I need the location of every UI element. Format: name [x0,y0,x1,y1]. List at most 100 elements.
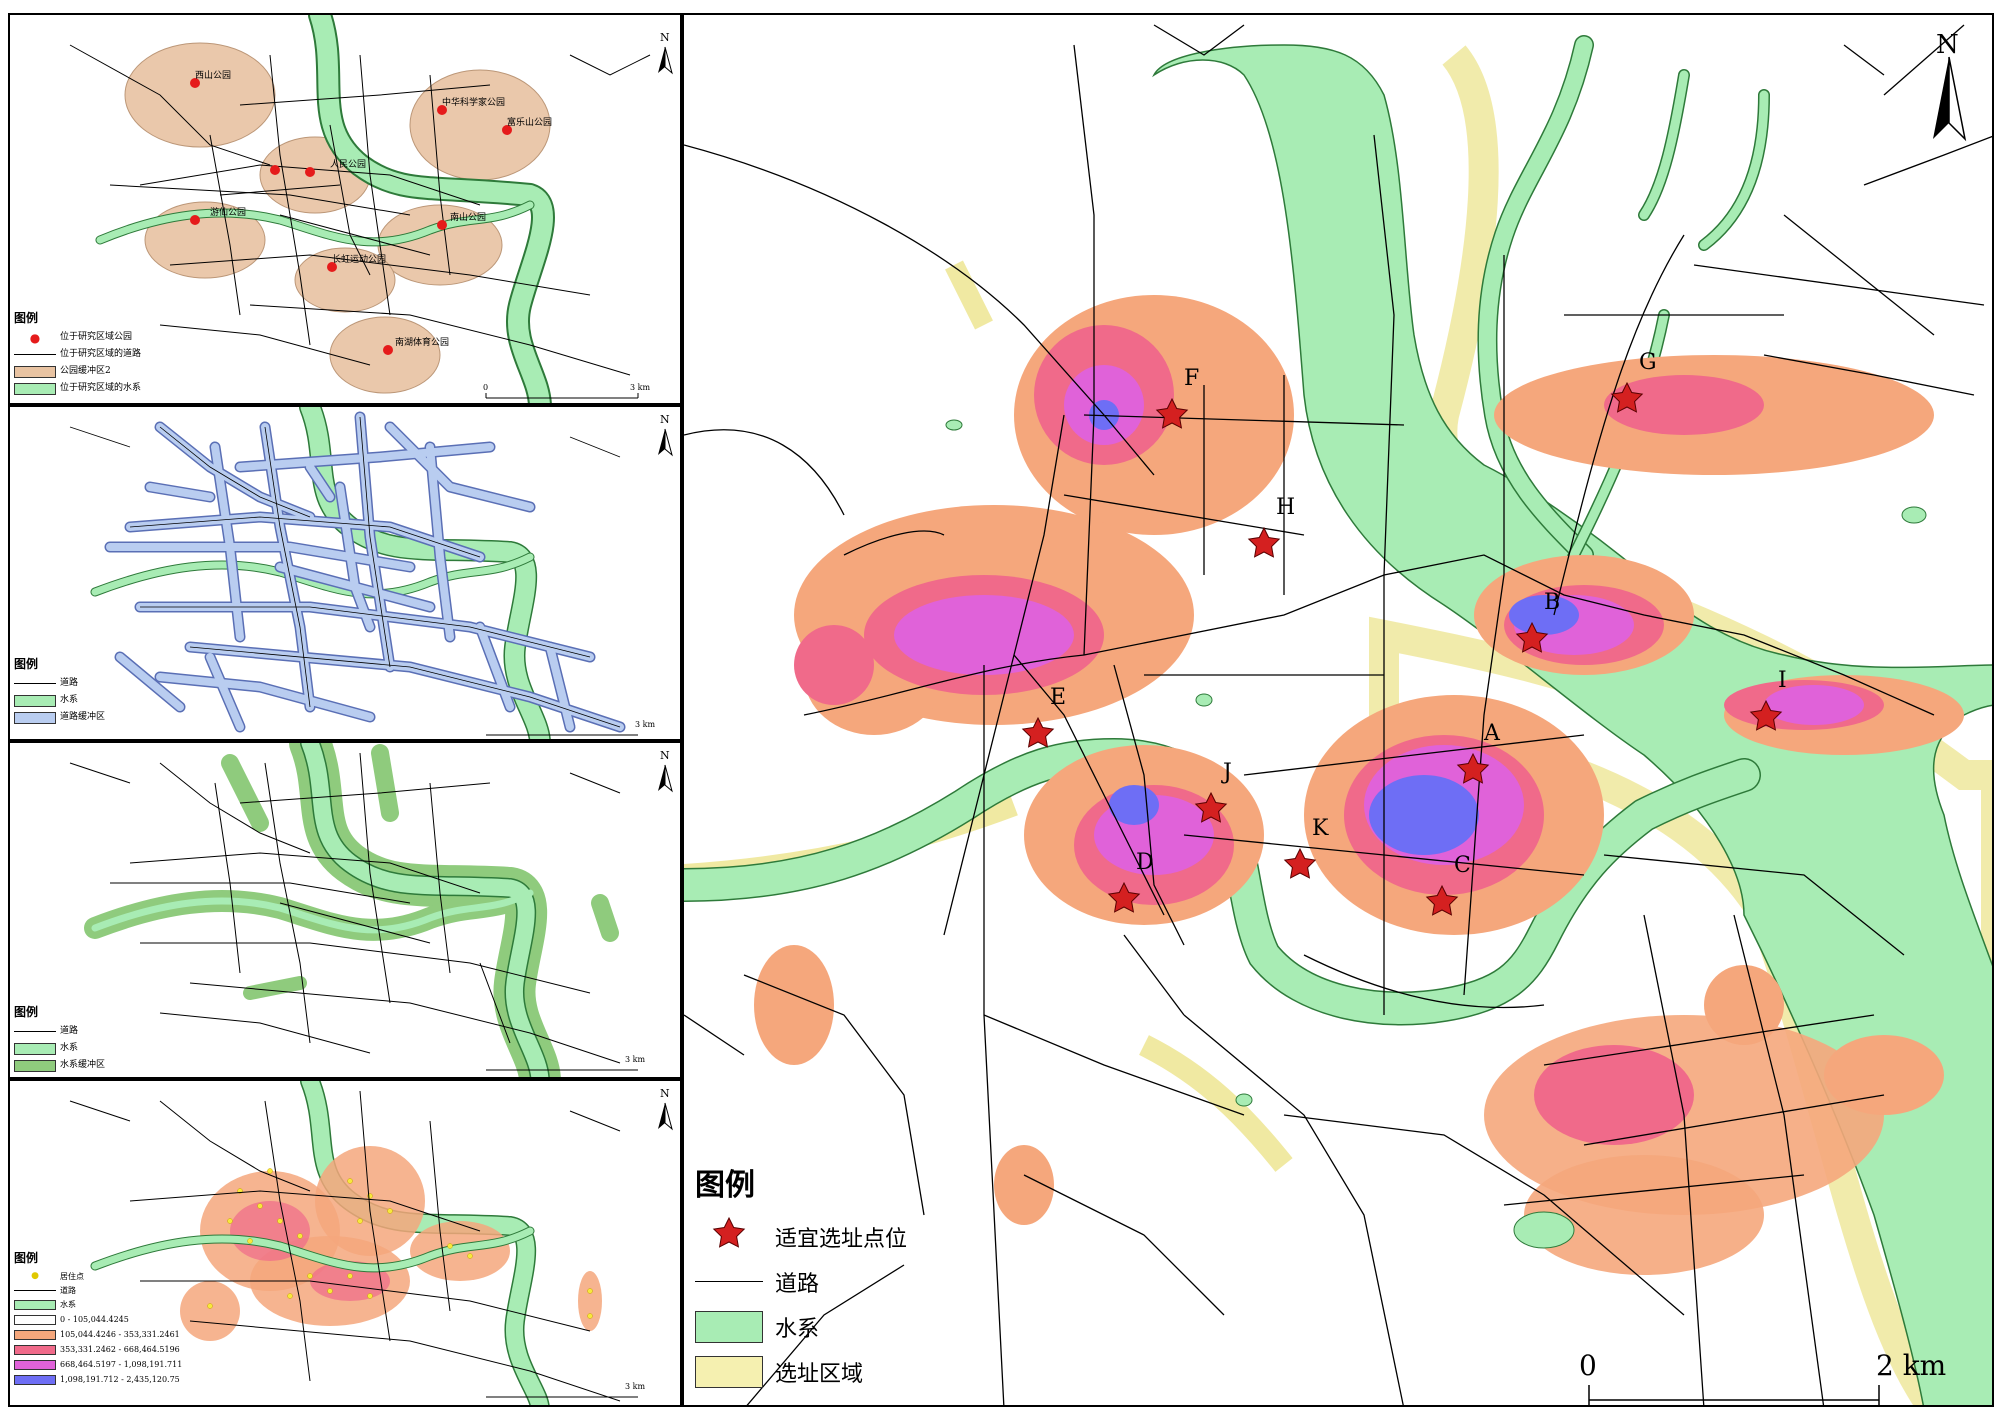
site-label-f: F [1184,366,1199,391]
legend-title: 图例 [695,1168,755,1203]
legend-item: ● 居住点 [31,1270,84,1281]
park-name-label: 富乐山公园 [507,116,552,128]
legend-item: 位于研究区域的道路 [14,346,141,363]
svg-text:3 km: 3 km [625,1055,645,1064]
svg-text:N: N [660,413,670,426]
legend-item: 水系 [14,1297,182,1312]
legend-item: 道路 [695,1259,907,1304]
site-label-a: A [1483,721,1501,746]
star-icon [695,1216,763,1257]
site-star-f [1155,397,1189,429]
scale-bar: 3 km [486,1382,645,1398]
park-points [190,78,512,355]
scale-bar: 0 3 km [483,383,650,399]
resident-points [207,1168,593,1319]
north-arrow: N [658,749,673,793]
park-name-label: 中华科学家公园 [442,96,505,108]
legend-item: 道路 [14,1283,182,1297]
park-map-legend: 图例 ● 位于研究区域公园 位于研究区域的道路 公园缓冲区2 位于研究区域的水系 [14,311,141,397]
park-name-label: 南湖体育公园 [395,336,449,348]
site-star-c [1425,884,1459,916]
roads [69,1090,621,1402]
north-arrow: N [658,1087,673,1131]
legend-item: 道路 [14,675,105,692]
legend-item: ● 位于研究区域公园 [29,330,133,345]
svg-text:N: N [660,749,670,762]
site-label-k: K [1312,816,1329,841]
site-label-b: B [1544,590,1560,615]
site-label-i: I [1778,668,1787,693]
site-star-a [1456,752,1490,784]
scale-bar: 3 km [486,720,655,736]
svg-text:N: N [1936,30,1959,60]
site-label-c: C [1454,853,1471,878]
roads [69,44,651,376]
legend-item: 适宜选址点位 [695,1214,907,1259]
park-name-label: 长虹运动公园 [332,253,386,265]
north-arrow: N [658,31,673,75]
site-labels: A B C D E F G H I J K [1050,350,1787,878]
legend-item: 0 - 105,044.4245 [14,1312,182,1327]
scale-bar: 0 2 km [1579,1349,1946,1405]
park-name-label: 人民公园 [330,159,366,170]
population-map-legend: 图例 ● 居住点 道路 水系 0 - 105,044.4245 105,044.4… [14,1251,182,1387]
northeast-river [1477,35,1770,581]
svg-text:N: N [660,31,670,44]
legend-item: 道路 [14,1023,105,1040]
legend-item: 选址区域 [695,1349,907,1394]
legend-item: 668,464.5197 - 1,098,191.711 [14,1357,182,1372]
site-label-g: G [1639,350,1657,375]
population-density-map: N 3 km [69,1081,673,1405]
north-arrow: N [658,413,673,457]
roads [684,24,1992,1405]
road-buffer-map: N 3 km [69,407,673,739]
park-name-label: 西山公园 [195,70,231,81]
site-label-h: H [1276,495,1295,520]
legend-item: 水系缓冲区 [14,1057,105,1074]
legend-item: 105,044.4246 - 353,331.2461 [14,1327,182,1342]
legend-title: 图例 [14,1005,39,1019]
legend-title: 图例 [14,1251,39,1265]
legend-item: 1,098,191.712 - 2,435,120.75 [14,1372,182,1387]
site-star-j [1194,791,1228,823]
site-star-g [1610,381,1644,413]
svg-text:2 km: 2 km [1876,1349,1946,1382]
site-label-d: D [1136,850,1154,875]
site-star-i [1749,699,1783,731]
north-arrow: N [1933,30,1967,142]
road-buffer-map-panel: N 3 km 图例 道路 水系 道路缓冲区 [8,405,682,741]
site-label-e: E [1050,685,1066,710]
legend-title: 图例 [14,657,39,671]
legend-item: 位于研究区域的水系 [14,380,141,397]
legend-item: 353,331.2462 - 668,464.5196 [14,1342,182,1357]
svg-text:0: 0 [483,383,488,392]
scale-bar: 3 km [486,1055,645,1071]
site-star-b [1515,621,1549,653]
park-name-label: 南山公园 [450,211,486,223]
svg-text:N: N [660,1087,670,1100]
site-star-e [1021,716,1055,748]
legend-title: 图例 [14,311,39,325]
svg-text:3 km: 3 km [630,383,650,392]
site-markers [1021,381,1783,916]
site-map-legend: 图例 适宜选址点位 道路 水系 选址区域 [695,1160,907,1394]
main-river [1152,44,1992,1405]
legend-item: 道路缓冲区 [14,709,105,726]
legend-item: 水系 [14,692,105,709]
park-buffer-map: 西山公园 中华科学家公园 富乐山公园 人民公园 南山公园 长虹运动公园 南湖体育… [69,15,673,403]
water-buffer-map-panel: N 3 km 图例 道路 水系 水系缓冲区 [8,741,682,1079]
site-selection-map-panel: A B C D E F G H I J K N 0 2 km [682,13,1994,1407]
legend-item: 水系 [695,1304,907,1349]
park-buffer-map-panel: 西山公园 中华科学家公园 富乐山公园 人民公园 南山公园 长虹运动公园 南湖体育… [8,13,682,405]
population-density-map-panel: N 3 km 图例 ● 居住点 道路 水系 0 - 105,044.4245 10… [8,1079,682,1407]
legend-item: 公园缓冲区2 [14,363,141,380]
legend-item: 水系 [14,1040,105,1057]
site-selection-map: A B C D E F G H I J K N 0 2 km [684,24,1992,1405]
density-clusters [754,295,1964,1275]
site-label-j: J [1221,760,1232,785]
water-buffer-map: N 3 km [69,743,673,1077]
park-name-label: 游仙公园 [210,206,246,218]
site-star-k [1283,847,1317,879]
svg-text:0: 0 [1579,1349,1597,1382]
water-map-legend: 图例 道路 水系 水系缓冲区 [14,1005,105,1074]
